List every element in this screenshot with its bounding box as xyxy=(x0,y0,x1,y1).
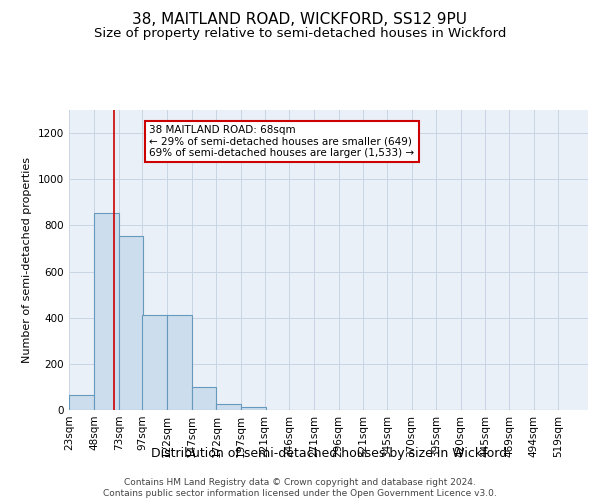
Text: 38, MAITLAND ROAD, WICKFORD, SS12 9PU: 38, MAITLAND ROAD, WICKFORD, SS12 9PU xyxy=(133,12,467,28)
Bar xyxy=(70,395,94,410)
Bar xyxy=(192,387,217,410)
Bar xyxy=(167,316,192,410)
Bar xyxy=(94,212,119,410)
Text: Contains HM Land Registry data © Crown copyright and database right 2024.
Contai: Contains HM Land Registry data © Crown c… xyxy=(103,478,497,498)
Bar xyxy=(241,407,266,410)
Bar xyxy=(119,236,143,410)
Y-axis label: Number of semi-detached properties: Number of semi-detached properties xyxy=(22,157,32,363)
Text: Size of property relative to semi-detached houses in Wickford: Size of property relative to semi-detach… xyxy=(94,28,506,40)
Text: Distribution of semi-detached houses by size in Wickford: Distribution of semi-detached houses by … xyxy=(151,448,507,460)
Text: 38 MAITLAND ROAD: 68sqm
← 29% of semi-detached houses are smaller (649)
69% of s: 38 MAITLAND ROAD: 68sqm ← 29% of semi-de… xyxy=(149,125,415,158)
Bar xyxy=(217,404,241,410)
Bar xyxy=(142,316,167,410)
